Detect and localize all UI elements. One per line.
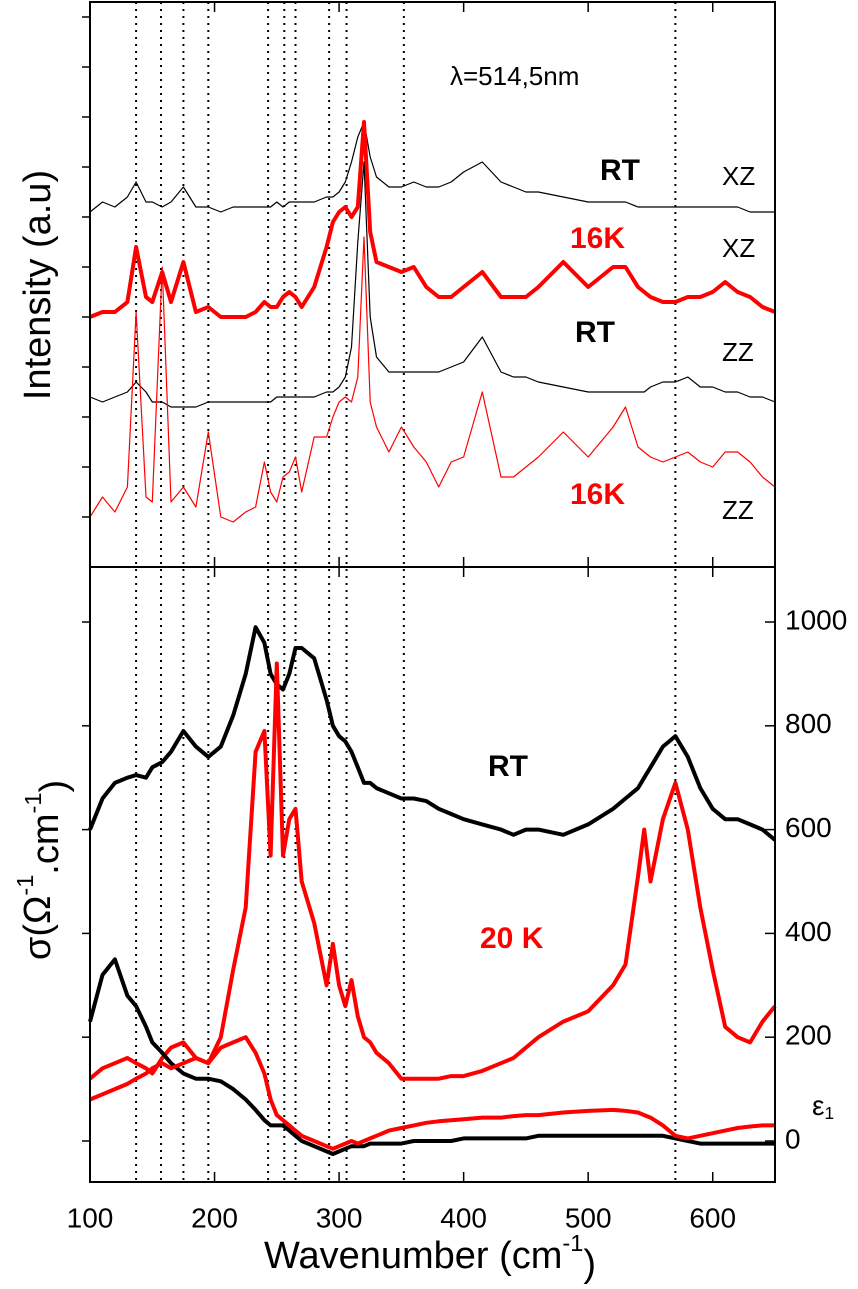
spectrum-line [89, 161, 776, 408]
axis-label: ε1 [812, 1090, 834, 1122]
annotation: ZZ [722, 495, 754, 525]
x-tick-label: 200 [191, 1202, 238, 1233]
annotation: XZ [722, 233, 755, 263]
label-part: -1 [12, 875, 38, 896]
y-tick-label: 200 [785, 1020, 832, 1051]
spectrum-line [89, 236, 776, 523]
annotation: RT [600, 154, 640, 187]
spectrum-line [89, 121, 775, 213]
y-tick-label: 400 [785, 916, 832, 947]
label-part: -1 [20, 793, 46, 814]
y-tick-label: 600 [785, 812, 832, 843]
plot-frame [89, 566, 776, 1183]
x-tick-label: 400 [440, 1202, 487, 1233]
label-part: ε [812, 1090, 824, 1121]
label-part: σ(Ω [17, 896, 59, 961]
spectrum-line [88, 957, 775, 1156]
y-tick-label: 1000 [785, 604, 847, 635]
spectrum-line [88, 625, 777, 842]
spectrum-line [88, 661, 777, 1081]
spectrum-line [89, 120, 776, 319]
annotation: 16K [570, 222, 625, 255]
annotation: XZ [722, 161, 755, 191]
plot-frame [89, 1, 776, 568]
axis-label: Wavenumber (cm-1) [264, 1230, 596, 1285]
x-tick-label: 100 [67, 1202, 114, 1233]
label-part: -1 [562, 1230, 583, 1256]
annotation: 20 K [480, 922, 544, 955]
annotation: RT [488, 750, 528, 783]
y-axis-label: Intensity (a.u) [17, 170, 59, 400]
label-part: 1 [824, 1103, 834, 1123]
spectrum-line [89, 1035, 775, 1151]
annotation: RT [575, 316, 615, 349]
label-part: .cm [25, 813, 67, 874]
x-tick-label: 300 [316, 1202, 363, 1233]
axis-label: σ(Ω-1.cm-1) [12, 780, 75, 960]
x-tick-label: 500 [565, 1202, 612, 1233]
y-tick-label: 0 [785, 1123, 801, 1154]
label-part: ) [583, 1243, 596, 1285]
label-part: Wavenumber (cm [264, 1235, 562, 1277]
y-tick-label: 800 [785, 708, 832, 739]
annotation: ZZ [722, 337, 754, 367]
annotation: 16K [570, 478, 625, 511]
annotation: λ=514,5nm [450, 61, 579, 91]
x-tick-label: 600 [689, 1202, 736, 1233]
label-part: ) [33, 780, 75, 793]
